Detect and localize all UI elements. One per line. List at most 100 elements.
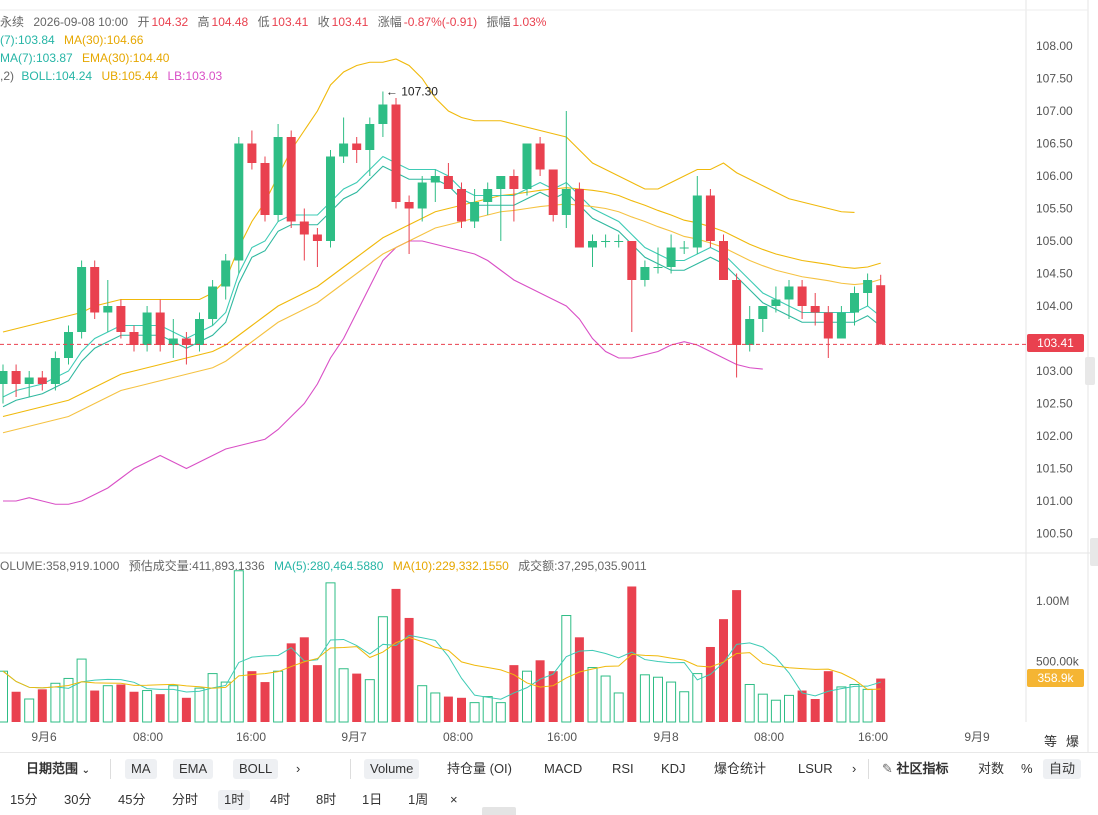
macd-toggle[interactable]: MACD bbox=[544, 761, 583, 776]
volume-bar bbox=[587, 667, 598, 723]
high-annotation: ← 107.30 bbox=[386, 85, 438, 99]
auto-scale-toggle[interactable]: 自动 bbox=[1043, 759, 1082, 779]
volume-bar bbox=[50, 682, 61, 723]
volume-bar bbox=[613, 692, 624, 723]
ema30-value: EMA(30):104.40 bbox=[82, 51, 170, 65]
rsi-toggle[interactable]: RSI bbox=[612, 761, 634, 776]
interval-1d[interactable]: 1日 bbox=[362, 792, 383, 807]
candle-body bbox=[208, 286, 218, 319]
current-price-tag: 103.41 bbox=[1027, 334, 1084, 352]
time-tick-label: 08:00 bbox=[133, 730, 163, 744]
candle-body bbox=[745, 319, 755, 345]
candle-body bbox=[90, 267, 100, 313]
more-indicators-arrow[interactable]: › bbox=[296, 761, 301, 776]
interval-30m[interactable]: 30分 bbox=[64, 792, 92, 807]
candle-body bbox=[299, 221, 309, 235]
date-range-dropdown[interactable]: 日期范围 ⌄ bbox=[20, 759, 96, 779]
price-tick-label: 101.00 bbox=[1036, 494, 1073, 508]
candle-body bbox=[365, 124, 375, 150]
ma-toggle[interactable]: MA bbox=[125, 759, 157, 779]
time-tick-label: 08:00 bbox=[754, 730, 784, 744]
pane-resize-handle[interactable] bbox=[1090, 538, 1098, 566]
ohlc-info-row: 永续 2026-09-08 10:00 开 104.32 高 104.48 低 103… bbox=[0, 13, 552, 30]
low-value: 103.41 bbox=[271, 15, 309, 29]
volume-bar bbox=[876, 678, 886, 722]
right-label-2[interactable]: 爆 bbox=[1066, 734, 1080, 749]
volume-bar bbox=[705, 646, 715, 722]
volume-bar bbox=[744, 683, 755, 723]
candle-body bbox=[116, 306, 126, 332]
volume-value: OLUME:358,919.1000 bbox=[0, 559, 120, 573]
candle-body bbox=[522, 143, 532, 189]
boll-toggle[interactable]: BOLL bbox=[233, 759, 279, 779]
interval-45m[interactable]: 45分 bbox=[118, 792, 146, 807]
volume-bar bbox=[482, 696, 493, 723]
volume-toggle[interactable]: Volume bbox=[364, 759, 420, 779]
interval-1w[interactable]: 1周 bbox=[408, 792, 429, 807]
candle-body bbox=[732, 280, 742, 345]
candle-body bbox=[823, 312, 833, 339]
candle-body bbox=[535, 143, 545, 170]
candle-body bbox=[443, 176, 453, 189]
edit-icon: ✎ bbox=[882, 761, 893, 776]
change-label: 涨幅 bbox=[377, 15, 402, 29]
interval-timeline[interactable]: 分时 bbox=[172, 792, 199, 807]
percent-scale-toggle[interactable]: % bbox=[1021, 761, 1033, 776]
candle-body bbox=[37, 377, 47, 384]
candle-body bbox=[352, 143, 362, 150]
liquidation-toggle[interactable]: 爆仓统计 bbox=[714, 761, 767, 776]
est-volume-value: 预估成交量:411,893.1336 bbox=[128, 559, 265, 573]
price-scale-handle[interactable] bbox=[1085, 357, 1095, 385]
collapse-handle[interactable] bbox=[482, 807, 516, 815]
candlestick-chart[interactable]: 108.00 107.50 107.00 106.50 106.00 105.50 105.… bbox=[0, 0, 1098, 752]
lsur-toggle[interactable]: LSUR bbox=[798, 761, 833, 776]
candle-body bbox=[601, 241, 611, 242]
interval-15m[interactable]: 15分 bbox=[10, 792, 38, 807]
candle-body bbox=[24, 377, 34, 384]
interval-8h[interactable]: 8时 bbox=[316, 792, 337, 807]
candle-body bbox=[221, 260, 231, 287]
right-label-1[interactable]: 等 bbox=[1044, 734, 1058, 749]
community-indicators-button[interactable]: ✎ 社区指标 bbox=[876, 759, 955, 779]
volume-bar bbox=[0, 670, 8, 723]
volume-bar bbox=[849, 683, 860, 723]
volume-bar bbox=[181, 697, 191, 722]
more-sub-indicators-arrow[interactable]: › bbox=[852, 761, 857, 776]
ma7-value: (7):103.84 bbox=[0, 33, 55, 47]
ema-toggle[interactable]: EMA bbox=[173, 759, 214, 779]
volume-bar bbox=[142, 690, 153, 723]
price-tick-label: 106.50 bbox=[1036, 137, 1073, 151]
candle-body bbox=[850, 293, 859, 313]
volume-bar bbox=[679, 691, 690, 723]
volume-bar bbox=[719, 619, 728, 722]
candle-body bbox=[705, 195, 715, 241]
time-tick-label: 9月7 bbox=[341, 730, 367, 744]
candle-body bbox=[876, 285, 886, 345]
log-scale-toggle[interactable]: 对数 bbox=[978, 761, 1005, 776]
interval-1h[interactable]: 1时 bbox=[218, 790, 251, 810]
kdj-toggle[interactable]: KDJ bbox=[661, 761, 686, 776]
volume-bar bbox=[495, 702, 506, 723]
candle-body bbox=[548, 169, 558, 215]
close-icon[interactable]: × bbox=[450, 792, 458, 807]
volume-bar bbox=[233, 570, 244, 723]
candle-body bbox=[260, 163, 270, 215]
volume-bar bbox=[600, 675, 611, 723]
price-tick-label: 104.50 bbox=[1036, 267, 1073, 281]
volume-bar bbox=[37, 689, 47, 722]
vol-ma5-value: MA(5):280,464.5880 bbox=[273, 559, 384, 573]
community-label: 社区指标 bbox=[896, 761, 949, 776]
volume-legend: OLUME:358,919.1000 预估成交量:411,893.1336 MA… bbox=[0, 557, 653, 574]
candle-body bbox=[496, 176, 506, 189]
oi-toggle[interactable]: 持仓量 (OI) bbox=[447, 761, 512, 776]
volume-bar bbox=[247, 671, 257, 722]
interval-4h[interactable]: 4时 bbox=[270, 792, 291, 807]
volume-bar bbox=[286, 643, 296, 722]
volume-bar bbox=[417, 685, 428, 723]
candle-body bbox=[326, 156, 335, 241]
candle-body bbox=[417, 182, 427, 209]
volume-bar bbox=[102, 685, 113, 723]
candle-body bbox=[391, 104, 401, 202]
volume-bar bbox=[548, 671, 558, 722]
volume-bar bbox=[535, 660, 545, 722]
